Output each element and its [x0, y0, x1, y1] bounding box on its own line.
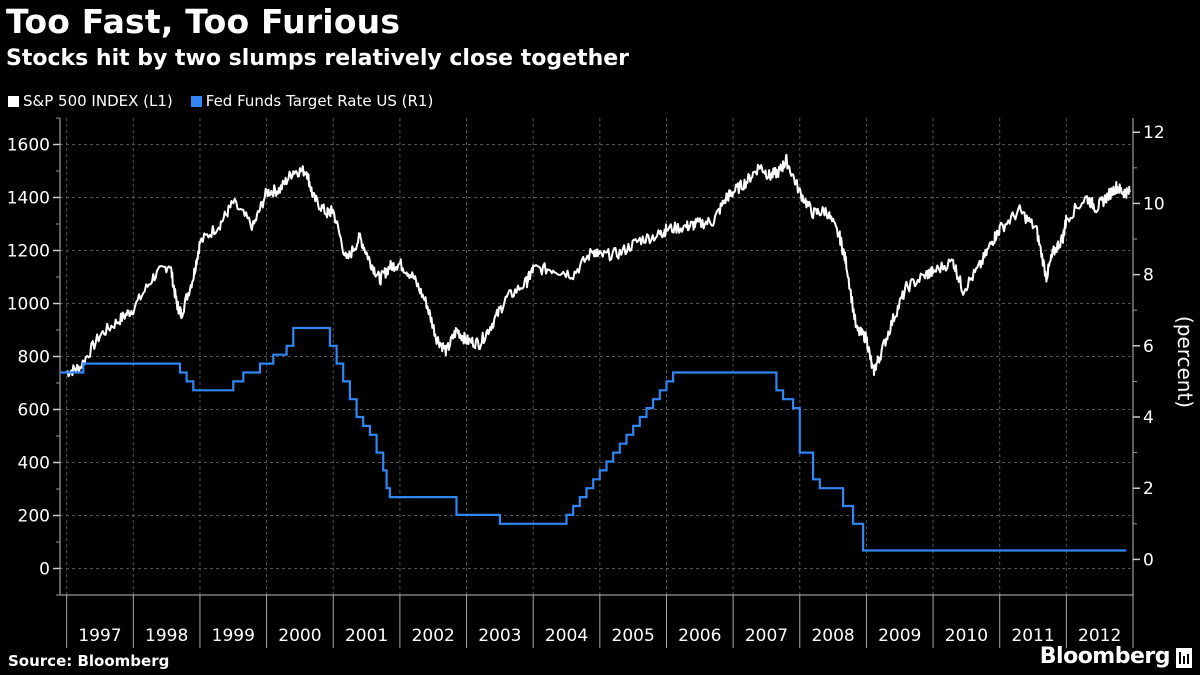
brand-logo: Bloomberg: [1039, 644, 1171, 669]
tick-label-left-600: 600: [18, 401, 50, 421]
legend-swatch-sp500: [8, 95, 19, 107]
tick-label-left-0: 0: [39, 560, 50, 580]
tick-label-x-2000: 2000: [278, 626, 321, 646]
legend-label-sp500: S&P 500 INDEX (L1): [23, 92, 173, 110]
source-note: Source: Bloomberg: [8, 652, 170, 670]
tick-label-left-800: 800: [18, 348, 50, 368]
tick-label-x-1997: 1997: [78, 626, 121, 646]
tick-label-x-2011: 2011: [1011, 626, 1054, 646]
tick-label-x-2001: 2001: [345, 626, 388, 646]
grid-lines: [60, 118, 1133, 595]
tick-label-x-2009: 2009: [878, 626, 921, 646]
tick-label-x-2002: 2002: [412, 626, 455, 646]
tick-label-x-2006: 2006: [678, 626, 721, 646]
legend-item-sp500: S&P 500 INDEX (L1): [8, 92, 173, 110]
tick-label-right-10: 10: [1143, 194, 1165, 214]
tick-label-left-1600: 1600: [7, 136, 50, 156]
tick-label-x-1998: 1998: [145, 626, 188, 646]
chart-subtitle: Stocks hit by two slumps relatively clos…: [6, 46, 630, 71]
tick-label-x-2012: 2012: [1078, 626, 1121, 646]
tick-label-right-0: 0: [1143, 550, 1154, 570]
tick-label-x-2004: 2004: [545, 626, 588, 646]
series-layer: [60, 153, 1131, 552]
tick-label-right-8: 8: [1143, 266, 1154, 286]
tick-label-left-200: 200: [18, 507, 50, 527]
tick-label-left-400: 400: [18, 454, 50, 474]
legend: S&P 500 INDEX (L1) Fed Funds Target Rate…: [8, 92, 433, 110]
tick-label-x-2005: 2005: [612, 626, 655, 646]
tick-label-x-2003: 2003: [478, 626, 521, 646]
tick-label-left-1400: 1400: [7, 189, 50, 209]
tick-label-right-12: 12: [1143, 123, 1165, 143]
tick-label-left-1000: 1000: [7, 295, 50, 315]
series-sp500-line: [65, 153, 1131, 378]
tick-label-x-2007: 2007: [745, 626, 788, 646]
legend-item-fedfunds: Fed Funds Target Rate US (R1): [190, 92, 434, 110]
terminal-icon: [1176, 648, 1192, 668]
legend-label-fedfunds: Fed Funds Target Rate US (R1): [205, 92, 434, 110]
legend-swatch-fedfunds: [190, 95, 202, 107]
axes: 0 200 400 600 800 1000 1200 1400 1600 0 2 4 6 8 10 12 19…: [7, 117, 1165, 648]
tick-label-x-2010: 2010: [945, 626, 988, 646]
tick-label-right-4: 4: [1143, 408, 1154, 428]
tick-label-right-6: 6: [1143, 337, 1154, 357]
tick-label-x-1999: 1999: [212, 626, 255, 646]
right-axis-title: (percent): [1173, 316, 1197, 408]
tick-label-left-1200: 1200: [7, 242, 50, 262]
chart-title: Too Fast, Too Furious: [6, 2, 401, 41]
series-fedfunds-line: [60, 326, 1127, 552]
tick-label-x-2008: 2008: [811, 626, 854, 646]
tick-label-right-2: 2: [1143, 479, 1154, 499]
